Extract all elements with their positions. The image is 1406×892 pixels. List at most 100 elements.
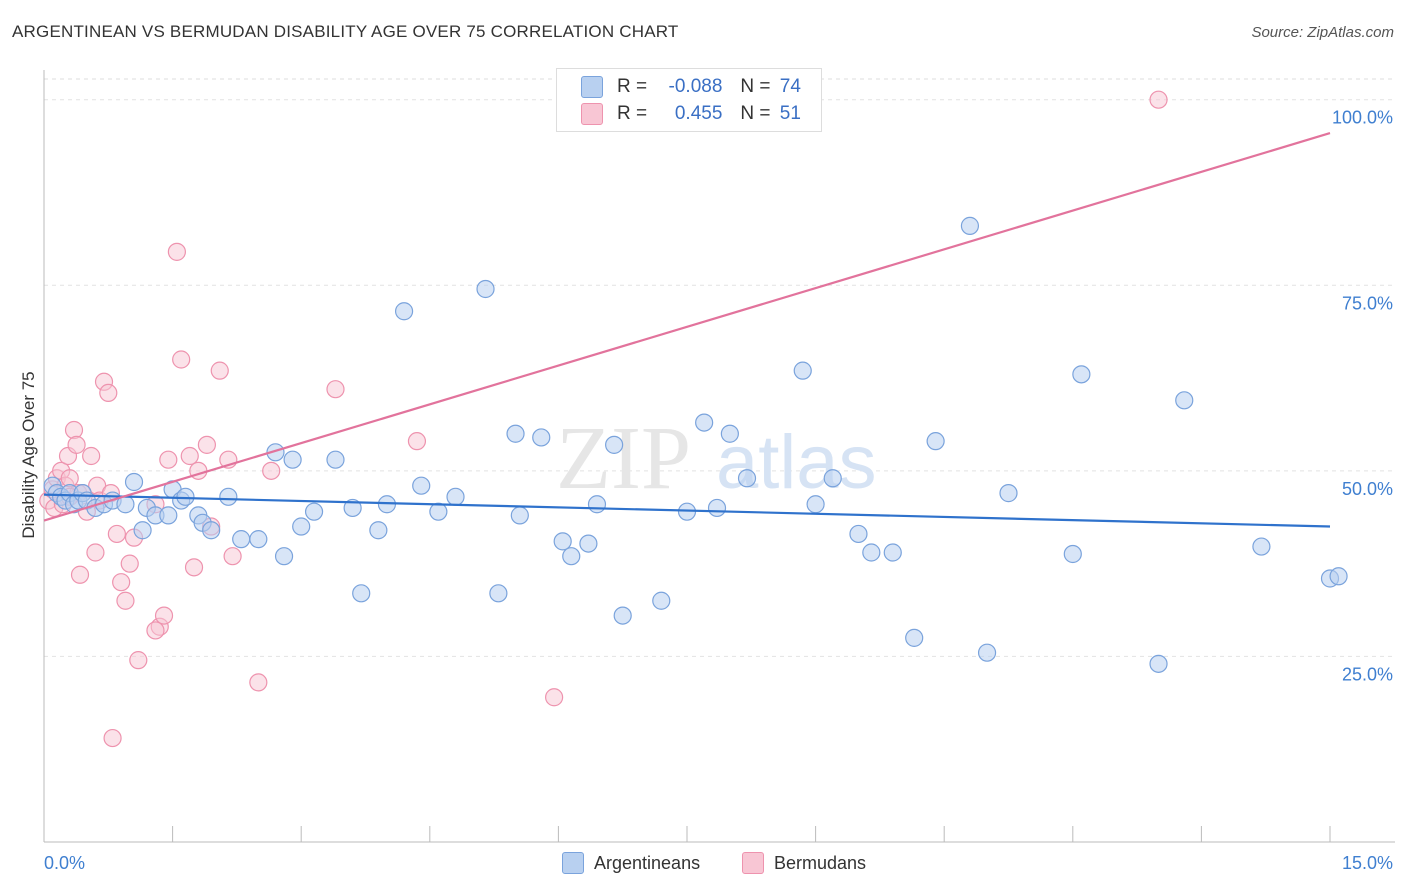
legend-swatch-argentineans bbox=[581, 76, 603, 98]
bermudan-point bbox=[146, 621, 165, 640]
bermudan-point bbox=[103, 728, 122, 748]
bermudan-point bbox=[70, 565, 90, 584]
y-tick-label: 25.0% bbox=[1342, 664, 1393, 684]
argentinean-point bbox=[553, 532, 572, 551]
legend-r-value-bermudans: 0.455 bbox=[674, 103, 723, 124]
argentinean-point bbox=[562, 547, 581, 566]
argentinean-point bbox=[1252, 537, 1271, 556]
bermudan-point bbox=[210, 361, 229, 380]
argentinean-point bbox=[720, 424, 739, 443]
argentinean-point bbox=[849, 524, 868, 544]
bottom-legend-bermudans: Bermudans bbox=[742, 852, 866, 874]
argentinean-point bbox=[446, 487, 465, 506]
bottom-legend: Argentineans Bermudans bbox=[0, 852, 1406, 878]
source-label: Source: ZipAtlas.com bbox=[1251, 24, 1394, 41]
bermudan-point bbox=[326, 380, 345, 399]
argentinean-point bbox=[369, 521, 388, 540]
bermudan-point bbox=[67, 435, 86, 454]
bermudan-point bbox=[154, 606, 174, 625]
bottom-legend-argentineans: Argentineans bbox=[562, 852, 700, 874]
bottom-legend-swatch-argentineans bbox=[562, 852, 584, 874]
argentinean-point bbox=[304, 502, 324, 521]
argentinean-point bbox=[977, 643, 997, 662]
argentinean-point bbox=[429, 502, 448, 521]
argentinean-point bbox=[283, 450, 302, 469]
legend-r-label: R = bbox=[617, 76, 648, 97]
argentinean-point bbox=[707, 498, 727, 518]
argentinean-point bbox=[823, 469, 842, 488]
argentinean-point bbox=[292, 517, 311, 536]
bermudan-point bbox=[167, 242, 186, 261]
trend-line-argentineans bbox=[43, 493, 1331, 528]
bottom-legend-swatch-bermudans bbox=[742, 852, 764, 874]
argentinean-point bbox=[274, 547, 294, 566]
argentinean-point bbox=[510, 506, 529, 525]
argentinean-point bbox=[232, 530, 251, 549]
correlation-legend: R = -0.088 N = 74 R = 0.455 N = 51 bbox=[556, 68, 822, 132]
argentinean-points bbox=[43, 216, 1348, 673]
chart-title: ARGENTINEAN VS BERMUDAN DISABILITY AGE O… bbox=[12, 22, 679, 41]
watermark-zip: ZIP bbox=[556, 409, 691, 508]
argentinean-point bbox=[394, 302, 414, 321]
argentinean-point bbox=[905, 628, 924, 647]
argentinean-point bbox=[960, 216, 980, 235]
bermudan-point bbox=[407, 432, 427, 451]
argentinean-point bbox=[1072, 365, 1091, 384]
argentinean-point bbox=[176, 487, 195, 506]
bermudan-point bbox=[64, 420, 84, 440]
watermark: ZIP atlas bbox=[556, 409, 877, 508]
bermudan-point bbox=[184, 558, 204, 577]
bermudan-point bbox=[86, 543, 105, 562]
argentinean-point bbox=[806, 495, 825, 514]
argentinean-point bbox=[1149, 654, 1168, 673]
argentinean-point bbox=[202, 521, 221, 540]
argentinean-point bbox=[249, 530, 268, 549]
bermudan-point bbox=[223, 547, 242, 566]
legend-swatch-bermudans bbox=[581, 103, 603, 125]
argentinean-point bbox=[326, 450, 345, 469]
bermudan-point bbox=[262, 461, 281, 480]
argentinean-point bbox=[793, 361, 812, 380]
argentinean-point bbox=[489, 584, 508, 603]
y-axis-label: Disability Age Over 75 bbox=[19, 371, 38, 538]
bermudan-point bbox=[107, 524, 126, 544]
argentinean-point bbox=[613, 606, 632, 625]
y-tick-label: 50.0% bbox=[1342, 479, 1393, 499]
argentinean-point bbox=[652, 591, 671, 610]
argentinean-point bbox=[695, 413, 714, 432]
x-tick-label: 15.0% bbox=[1342, 853, 1393, 873]
legend-row-argentineans: R = -0.088 N = 74 bbox=[581, 74, 801, 100]
argentinean-point bbox=[219, 487, 238, 506]
tick-labels: 25.0% 50.0% 75.0% 100.0% 0.0% 15.0% bbox=[44, 108, 1393, 873]
argentinean-point bbox=[124, 472, 144, 492]
bermudan-point bbox=[129, 651, 148, 670]
legend-n-label: N = bbox=[740, 103, 771, 124]
argentinean-point bbox=[1175, 391, 1194, 410]
legend-n-value-argentineans: 74 bbox=[779, 76, 801, 97]
x-tick-label: 0.0% bbox=[44, 853, 85, 873]
argentinean-point bbox=[737, 469, 757, 488]
argentinean-point bbox=[476, 279, 495, 299]
argentinean-point bbox=[862, 543, 881, 562]
y-tick-label: 75.0% bbox=[1342, 293, 1393, 313]
argentinean-point bbox=[343, 498, 362, 518]
bermudan-point bbox=[545, 688, 564, 707]
trend-line-bermudans bbox=[43, 132, 1331, 522]
axes bbox=[43, 70, 1395, 843]
bermudan-point bbox=[99, 383, 118, 403]
argentinean-point bbox=[605, 435, 624, 454]
argentinean-point bbox=[506, 424, 525, 443]
argentinean-point bbox=[1329, 567, 1348, 586]
legend-r-value-argentineans: -0.088 bbox=[668, 76, 723, 97]
argentinean-point bbox=[352, 584, 371, 603]
bermudan-point bbox=[116, 591, 135, 610]
legend-r-label: R = bbox=[617, 103, 648, 124]
legend-n-label: N = bbox=[740, 76, 771, 97]
argentinean-point bbox=[587, 495, 607, 514]
argentinean-point bbox=[1063, 544, 1082, 564]
legend-n-value-bermudans: 51 bbox=[779, 103, 801, 124]
bermudan-point bbox=[120, 554, 139, 573]
bermudan-point bbox=[197, 435, 216, 454]
argentinean-point bbox=[579, 534, 598, 553]
argentinean-point bbox=[159, 506, 178, 525]
